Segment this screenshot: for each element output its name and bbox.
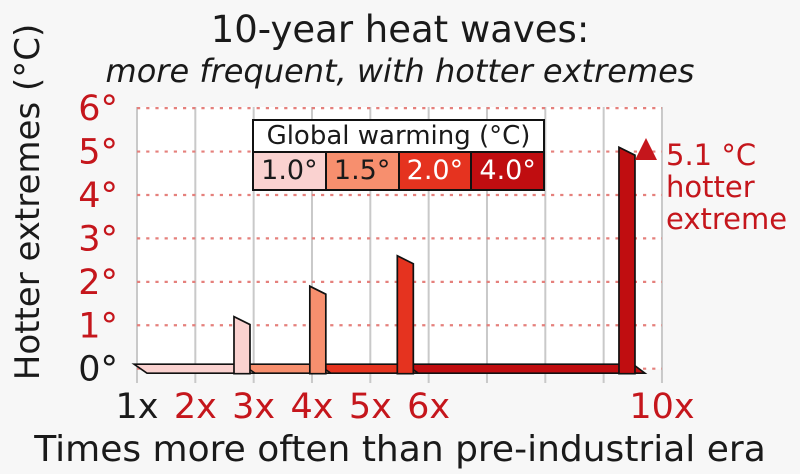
- legend-entries: 1.0° 1.5° 2.0° 4.0°: [252, 153, 545, 191]
- annotation-triangle-icon: [635, 138, 657, 160]
- bar-spike: [618, 145, 636, 375]
- legend-cell-1.5deg: 1.5°: [324, 153, 398, 189]
- x-tick-label: 1x: [116, 387, 159, 427]
- x-tick-label: 5x: [349, 387, 392, 427]
- bar-spike: [308, 284, 327, 375]
- x-tick-label: 4x: [290, 387, 333, 427]
- bar-ribbon: [402, 363, 648, 375]
- x-tick-label: 6x: [407, 387, 450, 427]
- y-tick-label: 1°: [78, 306, 118, 346]
- y-tick-label: 4°: [78, 176, 118, 216]
- chart-title: 10-year heat waves:: [210, 8, 590, 51]
- legend-cell-4.0deg: 4.0°: [470, 153, 543, 189]
- x-tick-label: 2x: [174, 387, 217, 427]
- x-tick-label: 3x: [232, 387, 275, 427]
- x-tick-label: 10x: [629, 387, 694, 427]
- bar-spike: [396, 254, 415, 375]
- y-tick-label: 0°: [78, 350, 118, 390]
- bar-spike: [233, 315, 251, 375]
- y-axis-label: Hotter extremes (°C): [8, 23, 48, 381]
- y-tick-label: 5°: [78, 133, 118, 173]
- legend-cell-2.0deg: 2.0°: [397, 153, 471, 189]
- y-tick-label: 2°: [78, 263, 118, 303]
- y-tick-label: 6°: [78, 89, 118, 129]
- y-tick-label: 3°: [78, 219, 118, 259]
- annotation-text: 5.1 °C hotter extreme: [666, 138, 788, 236]
- legend-title: Global warming (°C): [252, 119, 545, 153]
- x-axis-label: Times more often than pre-industrial era: [34, 429, 766, 470]
- legend: Global warming (°C) 1.0° 1.5° 2.0° 4.0°: [252, 119, 545, 191]
- legend-cell-1.0deg: 1.0°: [254, 153, 325, 189]
- chart-subtitle: more frequent, with hotter extremes: [105, 52, 695, 90]
